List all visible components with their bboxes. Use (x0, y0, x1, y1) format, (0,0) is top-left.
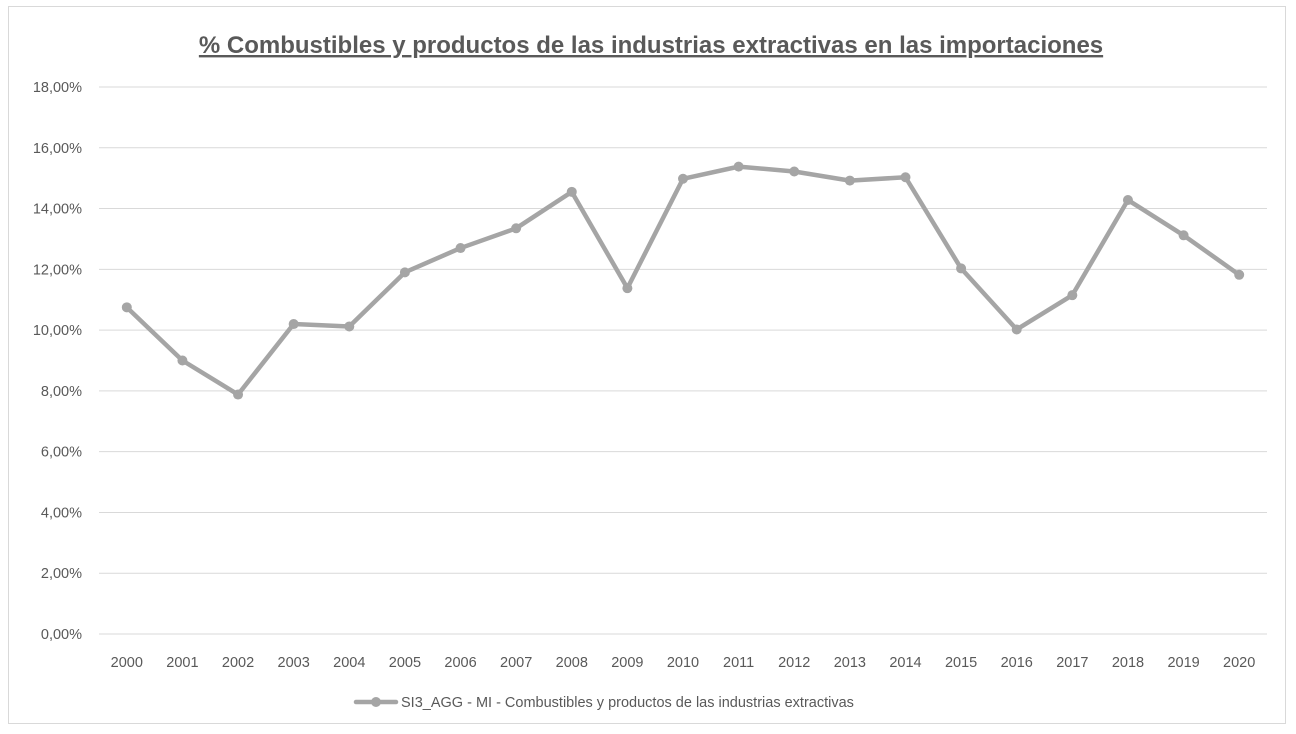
data-point-2012 (789, 166, 800, 177)
data-point-2003 (288, 319, 299, 330)
y-tick-label: 14,00% (33, 202, 82, 218)
data-point-2013 (844, 175, 855, 186)
legend-series-swatch-marker (371, 697, 381, 707)
y-tick-label: 0,00% (41, 627, 82, 643)
legend: SI3_AGG - MI - Combustibles y productos … (353, 695, 854, 711)
x-tick-label: 2003 (278, 655, 310, 671)
data-point-2020 (1234, 269, 1245, 280)
x-tick-label: 2014 (889, 655, 921, 671)
y-tick-label: 2,00% (41, 566, 82, 582)
x-tick-label: 2012 (778, 655, 810, 671)
y-tick-label: 6,00% (41, 445, 82, 461)
data-point-2006 (455, 243, 466, 254)
data-point-2007 (511, 223, 522, 234)
data-point-2000 (121, 302, 132, 313)
data-point-2019 (1178, 230, 1189, 241)
data-point-2018 (1122, 195, 1133, 206)
x-tick-label: 2000 (111, 655, 143, 671)
x-tick-label: 2007 (500, 655, 532, 671)
x-tick-label: 2009 (611, 655, 643, 671)
data-point-2009 (622, 283, 633, 294)
y-tick-label: 8,00% (41, 384, 82, 400)
x-tick-label: 2016 (1001, 655, 1033, 671)
series-line-path (124, 164, 1242, 397)
chart-title: % Combustibles y productos de las indust… (199, 32, 1103, 59)
x-tick-label: 2019 (1167, 655, 1199, 671)
data-point-2008 (566, 186, 577, 197)
y-tick-label: 4,00% (41, 505, 82, 521)
x-axis-tick-labels: 2000 2001 2002 2003 2004 2005 2006 2007 2008 2009… (111, 655, 1256, 671)
x-tick-label: 2011 (723, 655, 754, 671)
data-point-2011 (733, 161, 744, 172)
data-point-2014 (900, 172, 911, 183)
line-chart: % Combustibles y productos de las indust… (33, 32, 1267, 711)
legend-series-label: SI3_AGG - MI - Combustibles y productos … (401, 695, 854, 711)
x-tick-label: 2013 (834, 655, 866, 671)
y-tick-label: 10,00% (33, 323, 82, 339)
data-point-2017 (1067, 290, 1078, 301)
data-point-2015 (956, 263, 967, 274)
x-tick-label: 2017 (1056, 655, 1088, 671)
y-tick-label: 12,00% (33, 262, 82, 278)
data-point-2004 (344, 321, 355, 332)
x-tick-label: 2002 (222, 655, 254, 671)
gridlines (99, 86, 1267, 635)
data-point-2001 (177, 355, 188, 366)
x-tick-label: 2018 (1112, 655, 1144, 671)
y-tick-label: 16,00% (33, 141, 82, 157)
x-tick-label: 2005 (389, 655, 421, 671)
data-point-2016 (1011, 324, 1022, 335)
data-point-2010 (678, 173, 688, 184)
x-tick-label: 2004 (333, 655, 365, 671)
y-axis-tick-labels: 0,00% 2,00% 4,00% 6,00% 8,00% 10,00% 12,00% 14,… (33, 80, 82, 643)
data-point-2002 (233, 389, 244, 400)
series-line (121, 161, 1245, 400)
x-tick-label: 2006 (444, 655, 476, 671)
x-tick-label: 2008 (556, 655, 588, 671)
x-tick-label: 2020 (1223, 655, 1255, 671)
data-point-2005 (399, 267, 410, 278)
chart-frame: % Combustibles y productos de las indust… (8, 6, 1286, 724)
x-tick-label: 2001 (166, 655, 198, 671)
x-tick-label: 2015 (945, 655, 977, 671)
y-tick-label: 18,00% (33, 80, 82, 96)
x-tick-label: 2010 (667, 655, 699, 671)
